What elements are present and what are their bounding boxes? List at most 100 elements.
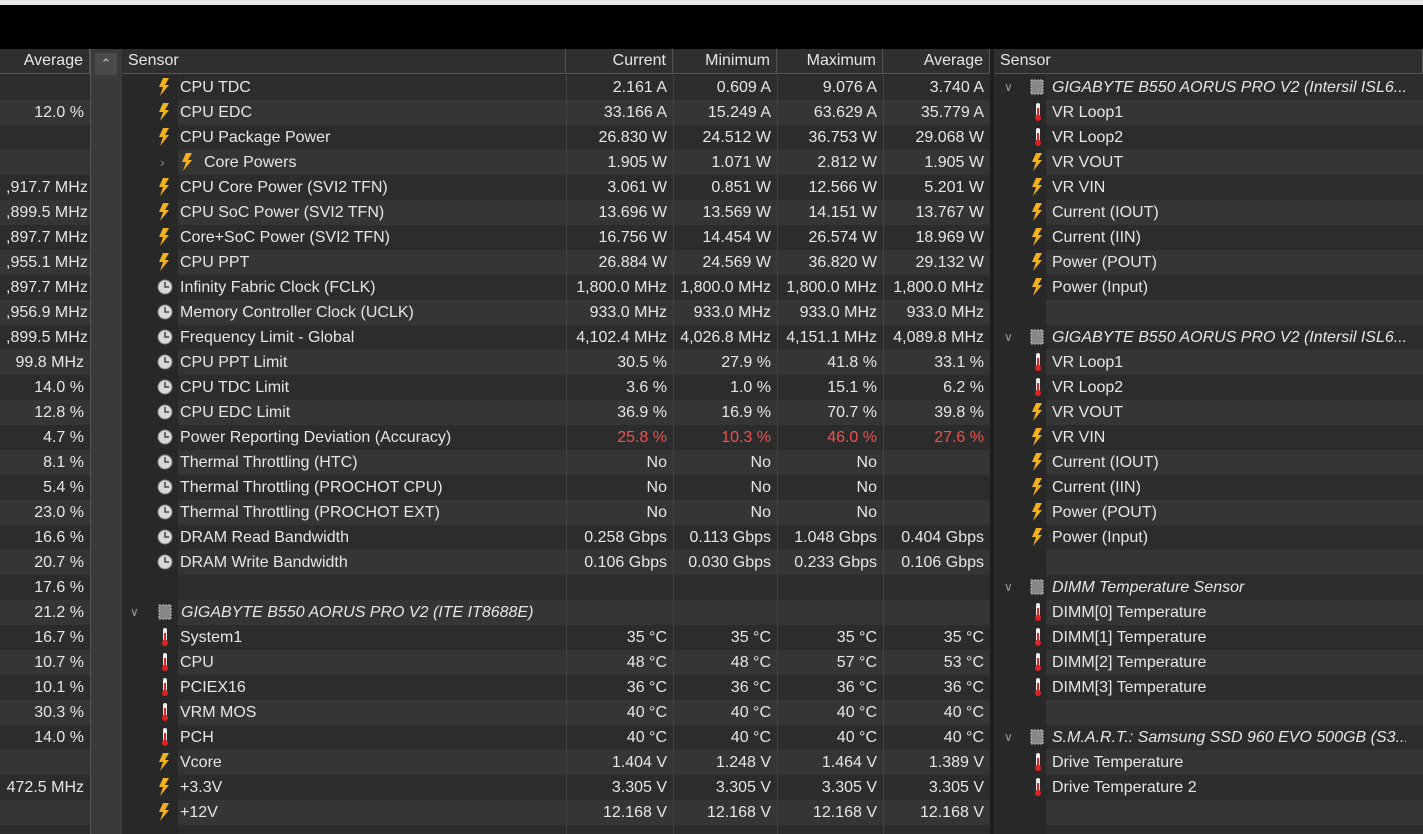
row-bg	[122, 300, 990, 325]
sensor-label: Thermal Throttling (HTC)	[180, 454, 358, 471]
column-separator	[777, 775, 778, 800]
column-header[interactable]: Minimum	[673, 49, 777, 74]
pane-divider	[990, 49, 994, 834]
chip-icon	[1030, 329, 1044, 345]
sensor-value: 33.1 %	[934, 354, 984, 371]
row-bg	[0, 125, 90, 150]
sensor-icon	[159, 178, 169, 196]
average-value: ,899.5 MHz	[6, 204, 88, 221]
column-separator	[673, 350, 674, 375]
average-value: 472.5 MHz	[6, 779, 84, 796]
column-separator	[883, 425, 884, 450]
sensor-icon	[1032, 178, 1042, 196]
column-separator	[883, 525, 884, 550]
sensor-label: Current (IOUT)	[1052, 454, 1159, 471]
sensor-value: 3.6 %	[626, 379, 667, 396]
sensor-value: 40 °C	[943, 729, 984, 746]
column-separator	[566, 350, 567, 375]
average-value: 4.7 %	[43, 429, 84, 446]
sensor-value: 35.779 A	[920, 104, 984, 121]
sensor-label: DIMM[2] Temperature	[1052, 654, 1207, 671]
row-bg	[122, 700, 990, 725]
row-bg	[994, 475, 1423, 500]
sensor-label: VR VOUT	[1052, 404, 1124, 421]
sensor-value: 15.1 %	[827, 379, 877, 396]
column-separator	[566, 750, 567, 775]
column-separator	[673, 450, 674, 475]
column-separator	[883, 300, 884, 325]
column-separator	[777, 75, 778, 100]
row-gutter	[994, 700, 1046, 725]
sensor-icon	[1032, 278, 1042, 296]
sensor-value: 1.071 W	[711, 154, 771, 171]
column-separator	[777, 150, 778, 175]
expand-toggle[interactable]: ›	[160, 154, 165, 170]
collapse-toggle[interactable]: ∨	[130, 605, 139, 619]
column-separator	[883, 600, 884, 625]
column-separator	[883, 750, 884, 775]
column-separator	[883, 350, 884, 375]
column-separator	[673, 500, 674, 525]
row-bg	[122, 550, 990, 575]
sensor-label: Frequency Limit - Global	[180, 329, 355, 346]
row-bg	[122, 775, 990, 800]
column-separator	[566, 275, 567, 300]
sensor-label: Power (Input)	[1052, 279, 1149, 296]
sensor-value: No	[750, 454, 771, 471]
sensor-value: 1.248 V	[715, 754, 771, 771]
column-separator	[777, 450, 778, 475]
sensor-value: 4,151.1 MHz	[786, 329, 877, 346]
scroll-up-button[interactable]: ⌃	[95, 53, 117, 75]
column-separator	[566, 175, 567, 200]
sensor-label: CPU TDC	[180, 79, 251, 96]
row-bg	[994, 275, 1423, 300]
column-header[interactable]: Average	[883, 49, 990, 74]
sensor-label: Memory Controller Clock (UCLK)	[180, 304, 414, 321]
collapse-toggle[interactable]: ∨	[1004, 330, 1013, 344]
sensor-icon	[1035, 778, 1041, 796]
collapse-toggle[interactable]: ∨	[1004, 730, 1013, 744]
sensor-value: 36.753 W	[808, 129, 877, 146]
column-separator	[883, 400, 884, 425]
sensor-value: No	[750, 504, 771, 521]
row-bg	[122, 725, 990, 750]
column-separator	[777, 575, 778, 600]
column-header[interactable]: Sensor	[122, 49, 566, 74]
sensor-value: 14.454 W	[702, 229, 771, 246]
column-separator	[566, 475, 567, 500]
sensor-value: 29.132 W	[915, 254, 984, 271]
sensor-value: No	[646, 454, 667, 471]
column-separator	[673, 725, 674, 750]
row-bg	[0, 300, 90, 325]
column-header[interactable]: Average	[0, 49, 90, 74]
sensor-value: 12.168 V	[602, 804, 667, 821]
sensor-label: Vcore	[180, 754, 222, 771]
collapse-toggle[interactable]: ∨	[1004, 80, 1013, 94]
column-header[interactable]: Current	[566, 49, 673, 74]
scrollbar[interactable]: ⌃	[90, 49, 122, 834]
column-separator	[777, 600, 778, 625]
collapse-toggle[interactable]: ∨	[1004, 580, 1013, 594]
column-separator	[566, 550, 567, 575]
row-gutter	[122, 750, 178, 775]
sensor-value: 1.0 %	[730, 379, 771, 396]
row-bg	[122, 525, 990, 550]
column-header[interactable]: Sensor	[994, 49, 1423, 74]
column-separator	[777, 500, 778, 525]
column-separator	[777, 325, 778, 350]
row-bg	[994, 650, 1423, 675]
chip-icon	[1030, 729, 1044, 745]
sensor-label: PCIEX16	[180, 679, 246, 696]
sensor-label: Current (IOUT)	[1052, 204, 1159, 221]
row-bg	[0, 225, 90, 250]
sensor-value: 0.030 Gbps	[688, 554, 771, 571]
sensor-value: 48 °C	[730, 654, 771, 671]
column-header[interactable]: Maximum	[777, 49, 883, 74]
row-bg	[0, 375, 90, 400]
column-separator	[883, 650, 884, 675]
column-separator	[883, 100, 884, 125]
average-value: ,897.7 MHz	[6, 279, 88, 296]
sensor-icon	[162, 728, 168, 746]
sensor-value: 3.305 V	[715, 779, 771, 796]
sensor-value: 33.166 A	[603, 104, 667, 121]
